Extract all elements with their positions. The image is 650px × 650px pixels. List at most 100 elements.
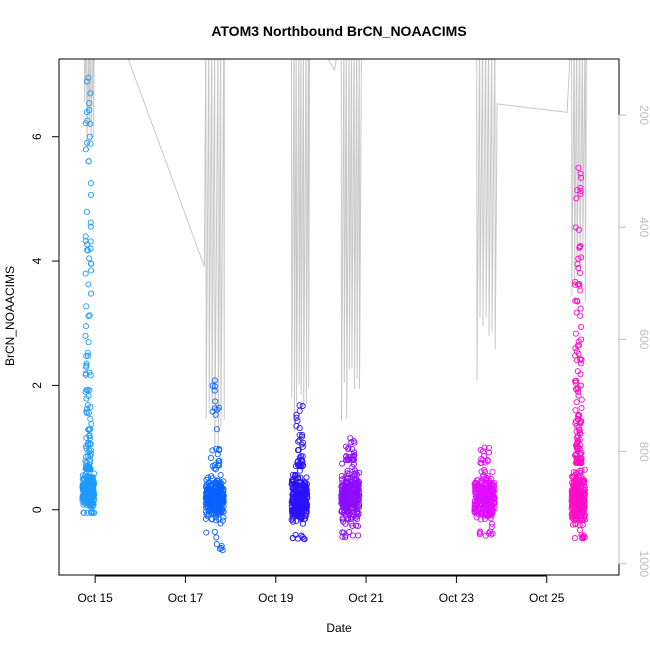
data-point: [572, 224, 579, 231]
y-tick-label: 6: [30, 133, 44, 140]
data-point: [220, 478, 227, 485]
data-point: [215, 488, 222, 495]
data-point: [211, 383, 218, 390]
y-tick-label: 0: [30, 506, 44, 513]
data-point: [211, 507, 218, 514]
data-point: [478, 459, 485, 467]
data-point: [471, 506, 478, 513]
data-point: [349, 532, 356, 539]
data-point: [216, 446, 223, 453]
data-point: [203, 481, 211, 488]
data-point: [88, 420, 95, 428]
data-point: [581, 486, 588, 493]
data-point: [215, 461, 222, 469]
data-point: [342, 532, 349, 539]
data-point: [213, 445, 220, 452]
data-point: [205, 497, 212, 504]
data-point: [86, 255, 93, 262]
data-point: [572, 278, 579, 285]
data-point: [342, 520, 349, 527]
data-point: [86, 369, 93, 376]
data-point: [349, 498, 356, 505]
right-tick-label: 200: [637, 105, 650, 125]
data-point: [86, 387, 93, 394]
data-point: [88, 487, 96, 495]
data-point: [572, 281, 579, 288]
data-point: [298, 511, 306, 518]
data-point: [293, 488, 300, 496]
data-point: [302, 479, 309, 486]
data-point: [82, 270, 89, 277]
data-point: [571, 535, 578, 542]
data-point: [85, 409, 92, 416]
data-point: [85, 339, 92, 346]
data-point: [297, 453, 305, 460]
data-point: [289, 495, 296, 503]
data-point: [294, 447, 302, 454]
data-point: [344, 493, 351, 500]
data-point: [577, 242, 584, 250]
data-point: [212, 503, 219, 510]
y-axis-label: BrCN_NOAACIMS: [3, 266, 17, 366]
data-point: [478, 455, 485, 463]
data-point: [220, 491, 227, 498]
data-point: [349, 446, 356, 453]
data-point: [574, 478, 581, 485]
data-point: [576, 502, 583, 510]
data-point: [87, 120, 94, 127]
data-point: [88, 267, 95, 274]
data-point: [83, 303, 90, 310]
data-point: [85, 313, 92, 320]
data-point: [338, 494, 345, 501]
data-point: [480, 492, 487, 499]
data-point: [351, 449, 358, 456]
data-point: [84, 241, 91, 248]
data-point: [343, 480, 350, 487]
data-point: [485, 449, 493, 456]
data-point: [87, 404, 94, 411]
data-point: [352, 522, 360, 529]
data-point: [574, 357, 581, 364]
data-point: [489, 497, 496, 504]
data-point: [289, 491, 296, 498]
data-point: [210, 502, 217, 509]
data-point: [578, 174, 585, 181]
x-tick-label: Oct 25: [529, 591, 565, 605]
data-point: [489, 486, 496, 493]
data-point: [87, 452, 94, 459]
data-point: [572, 345, 579, 352]
pressure-trace: [83, 59, 587, 453]
data-point: [204, 503, 211, 510]
data-point: [574, 187, 581, 194]
data-point: [471, 504, 478, 511]
data-point: [87, 290, 95, 297]
data-point: [87, 219, 94, 226]
data-point: [577, 170, 584, 177]
data-point: [577, 450, 584, 457]
data-point: [573, 309, 580, 316]
data-point: [209, 475, 216, 482]
data-point: [293, 414, 300, 421]
data-point: [85, 281, 92, 288]
data-point: [578, 404, 585, 412]
data-point: [481, 515, 489, 522]
data-point: [218, 480, 225, 487]
data-point: [580, 476, 587, 483]
x-tick-label: Oct 17: [168, 591, 204, 605]
data-point: [485, 444, 493, 452]
data-point: [342, 479, 349, 486]
data-point: [298, 532, 305, 539]
x-tick-label: Oct 23: [439, 591, 475, 605]
data-point: [211, 377, 218, 384]
data-point: [474, 477, 481, 484]
right-tick-label: 600: [637, 329, 650, 349]
data-point: [214, 496, 221, 503]
data-point: [347, 435, 354, 442]
data-point: [211, 528, 218, 535]
data-point: [297, 463, 304, 470]
data-point: [219, 497, 226, 504]
y-tick-label: 4: [30, 257, 44, 264]
data-point: [219, 484, 226, 491]
data-point: [580, 490, 588, 497]
data-point: [478, 510, 485, 517]
